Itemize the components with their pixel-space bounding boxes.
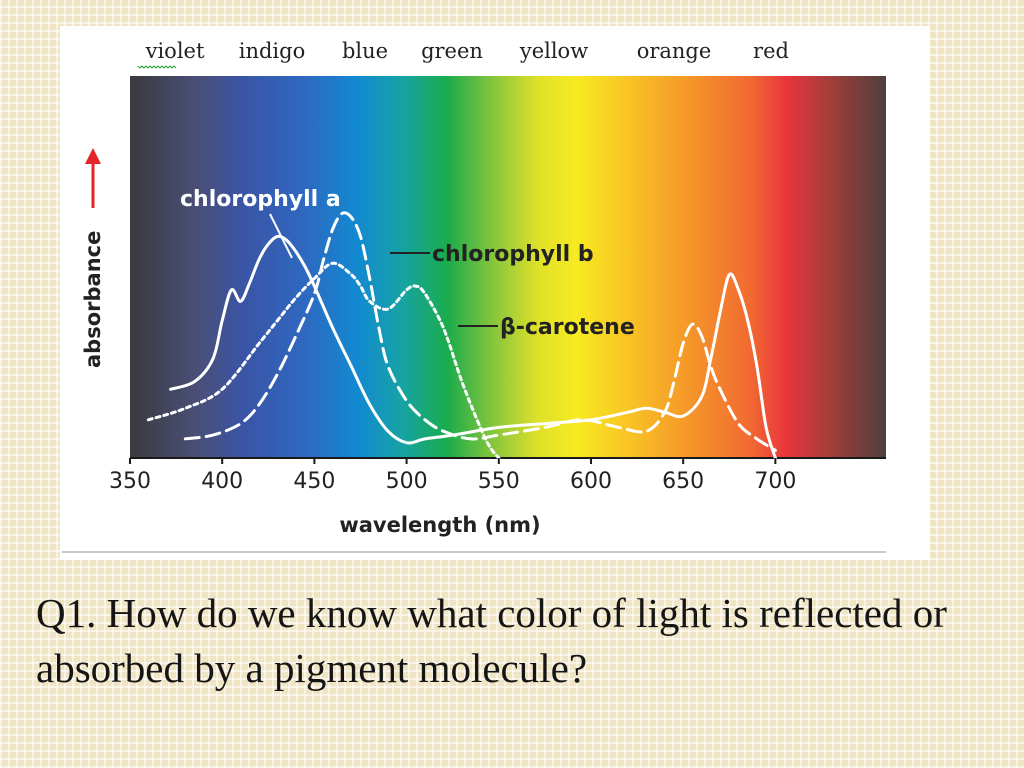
- x-axis-ticks: 350 400 450 500 550 600 650 700: [109, 458, 796, 494]
- x-tick-label: 700: [754, 469, 796, 494]
- y-axis: absorbance: [81, 148, 105, 368]
- y-axis-arrow-head-icon: [85, 148, 101, 164]
- series-line-chlorophyll-a: [169, 234, 777, 460]
- series-label-chlorophyll-b: chlorophyll b: [432, 242, 594, 267]
- spectrum-label-blue: blue: [342, 39, 388, 63]
- x-tick-label: 650: [662, 469, 704, 494]
- spectrum-label-yellow: yellow: [519, 39, 588, 63]
- x-tick-label: 500: [386, 469, 428, 494]
- spectrum-label-green: green: [421, 39, 483, 63]
- series-label-chlorophyll-a: chlorophyll a: [180, 187, 341, 212]
- series-labels: chlorophyll a chlorophyll b β-carotene: [180, 187, 635, 340]
- y-axis-label: absorbance: [81, 231, 105, 368]
- absorption-spectrum-chart: violet indigo blue green yellow orange red chl…: [62, 39, 886, 553]
- x-tick-label: 600: [570, 469, 612, 494]
- spectrum-label-indigo: indigo: [239, 39, 306, 63]
- x-axis-label: wavelength (nm): [339, 513, 540, 537]
- spectrum-label-red: red: [753, 39, 789, 63]
- x-tick-label: 400: [201, 469, 243, 494]
- figure-card: violet indigo blue green yellow orange red chl…: [60, 26, 930, 560]
- absorbance-curves: [146, 211, 777, 460]
- spectrum-plot-area: [130, 76, 886, 458]
- spellcheck-squiggle: [137, 65, 177, 69]
- chlorophyll-a-leader: [269, 213, 293, 259]
- x-tick-label: 450: [293, 469, 335, 494]
- chlorophyll-a-label-text: chlorophyll a: [180, 187, 341, 212]
- series-line-chlorophyll-b: [183, 211, 777, 452]
- series-label-beta-carotene: β-carotene: [500, 315, 635, 340]
- x-tick-label: 550: [478, 469, 520, 494]
- question-text: Q1. How do we know what color of light i…: [36, 590, 947, 691]
- spectrum-label-orange: orange: [637, 39, 712, 63]
- x-tick-label: 350: [109, 469, 151, 494]
- series-line-beta-carotene: [146, 261, 501, 460]
- spectrum-label-violet: violet: [145, 39, 205, 63]
- spectrum-color-labels: violet indigo blue green yellow orange red: [137, 39, 789, 69]
